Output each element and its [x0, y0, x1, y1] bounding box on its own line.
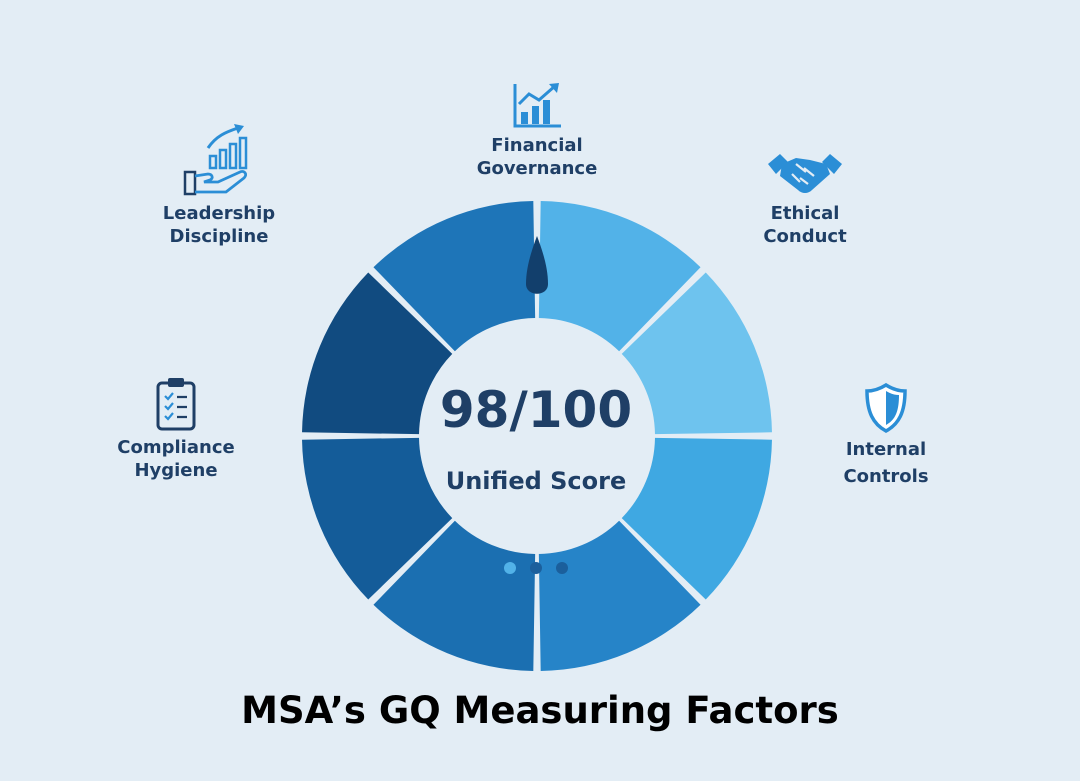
factor-label-line-1: Compliance [117, 437, 235, 458]
gauge-segment [373, 520, 536, 671]
factor-label-line-2: Controls [843, 466, 929, 487]
gauge-center [420, 319, 654, 553]
factor-internal-controls: Internal Controls [811, 382, 961, 488]
gauge-segment [302, 437, 453, 600]
gauge-segment [538, 201, 701, 352]
factor-label-line-2: Hygiene [134, 460, 218, 481]
handshake-icon [768, 154, 842, 193]
factor-ethical-conduct: Ethical Conduct [715, 150, 895, 248]
factor-label-line-2: Discipline [169, 226, 269, 247]
score-label: Unified Score [445, 467, 627, 495]
factor-label-line-1: Financial [491, 135, 583, 156]
pagination-dot[interactable] [556, 562, 568, 574]
factor-label-line-2: Conduct [763, 226, 847, 247]
gauge-needle [526, 236, 548, 294]
bar-chart-growth-icon [513, 83, 561, 128]
pagination-dot[interactable] [530, 562, 542, 574]
clipboard-checklist-icon [156, 378, 196, 431]
infographic-title: MSA’s GQ Measuring Factors [241, 689, 839, 732]
factor-label-line-1: Leadership [162, 203, 276, 224]
gauge-segment [302, 272, 453, 435]
pagination-dot[interactable] [504, 562, 516, 574]
factor-leadership-discipline: Leadership Discipline [134, 124, 304, 248]
gauge-segment [373, 201, 536, 352]
gauge-segment [621, 272, 772, 435]
factor-compliance-hygiene: Compliance Hygiene [96, 376, 256, 482]
gauge-segment [538, 520, 701, 671]
score-value: 98/100 [439, 381, 633, 439]
hand-growth-chart-icon [183, 124, 248, 196]
gauge-segment [621, 437, 772, 600]
factor-financial-governance: Financial Governance [447, 82, 627, 180]
factor-label-line-1: Ethical [770, 203, 840, 224]
factor-label-line-2: Governance [476, 158, 598, 179]
shield-icon [865, 382, 907, 433]
factor-label-line-1: Internal [845, 439, 927, 460]
